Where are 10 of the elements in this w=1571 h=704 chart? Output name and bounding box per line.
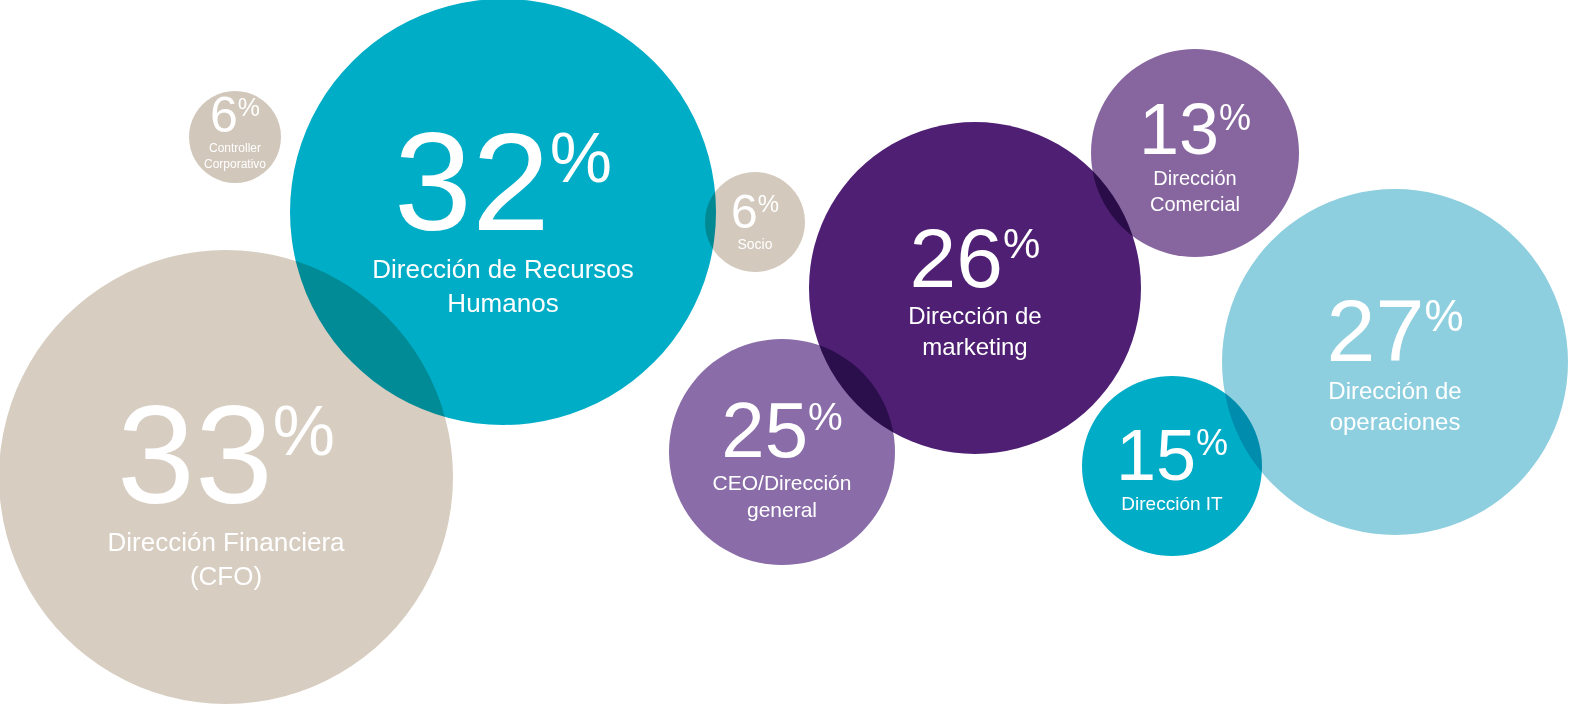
- category-label: Dirección Comercial: [1149, 167, 1241, 215]
- data-label: 15%: [1115, 414, 1229, 495]
- data-label: 6%: [730, 184, 780, 238]
- category-label: Controller Corporativo: [203, 141, 267, 171]
- data-label: 6%: [209, 87, 261, 143]
- category-label: Dirección IT: [1121, 492, 1224, 514]
- category-label: Socio: [737, 236, 773, 252]
- data-label: 13%: [1138, 89, 1252, 169]
- category-label: CEO/Dirección general: [712, 471, 852, 521]
- data-label: 25%: [721, 386, 843, 474]
